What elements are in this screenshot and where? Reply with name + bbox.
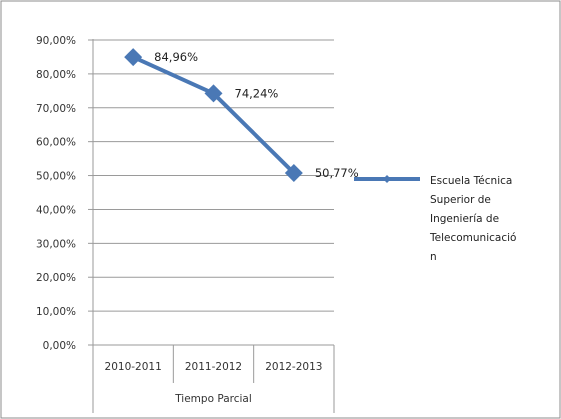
- x-tick-label: 2012-2013: [265, 361, 322, 373]
- y-tick-label: 30,00%: [36, 238, 76, 250]
- y-tick-label: 60,00%: [36, 137, 76, 149]
- y-tick-label: 80,00%: [36, 69, 76, 81]
- x-tick-label: 2010-2011: [105, 361, 162, 373]
- legend-label: Escuela Técnica: [430, 175, 512, 187]
- legend-label: Ingeniería de: [430, 213, 499, 225]
- y-tick-label: 0,00%: [43, 340, 76, 352]
- y-tick-label: 40,00%: [36, 204, 76, 216]
- plot-series: [124, 48, 303, 182]
- y-tick-label: 90,00%: [36, 35, 76, 47]
- axes: 0,00% 10,00% 20,00% 30,00% 40,00% 50,00% 60,00…: [36, 35, 335, 413]
- legend-label: n: [430, 251, 437, 263]
- y-tick-label: 70,00%: [36, 103, 76, 115]
- data-point-marker: [124, 48, 143, 67]
- legend-swatch-marker: [383, 175, 391, 183]
- data-point-marker: [204, 84, 223, 103]
- y-tick-label: 50,00%: [36, 171, 76, 183]
- data-labels: 84,96% 74,24% 50,77%: [154, 50, 359, 180]
- legend-label: Superior de: [430, 194, 491, 206]
- x-tick-label: 2011-2012: [185, 361, 242, 373]
- data-point-marker: [284, 163, 303, 182]
- y-tick-label: 20,00%: [36, 272, 76, 284]
- data-label: 84,96%: [154, 50, 198, 64]
- legend-label: Telecomunicació: [429, 232, 516, 244]
- gridlines: [93, 39, 334, 312]
- data-label: 50,77%: [315, 166, 359, 180]
- legend: Escuela Técnica Superior de Ingeniería de T…: [354, 175, 516, 263]
- x-group-label: Tiempo Parcial: [174, 393, 252, 405]
- data-label: 74,24%: [235, 86, 279, 100]
- y-tick-label: 10,00%: [36, 306, 76, 318]
